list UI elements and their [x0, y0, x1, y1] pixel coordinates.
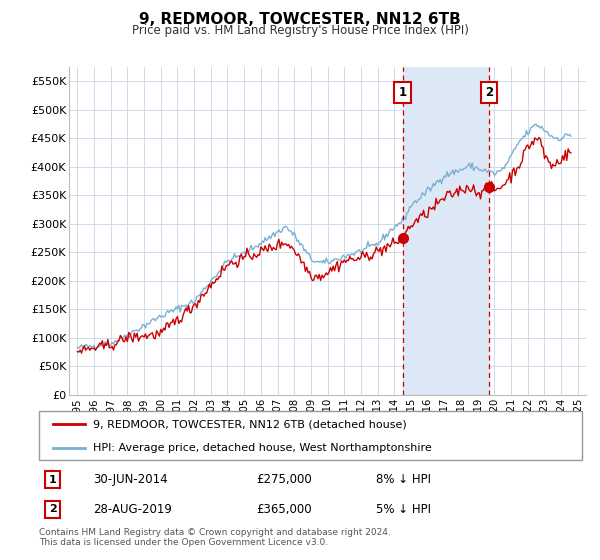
Text: 1: 1	[49, 475, 56, 485]
Text: 2: 2	[49, 505, 56, 514]
Text: Price paid vs. HM Land Registry's House Price Index (HPI): Price paid vs. HM Land Registry's House …	[131, 24, 469, 37]
Bar	[403, 67, 489, 395]
Text: £365,000: £365,000	[256, 503, 312, 516]
Text: 8% ↓ HPI: 8% ↓ HPI	[376, 473, 431, 486]
FancyBboxPatch shape	[39, 411, 582, 460]
Text: 9, REDMOOR, TOWCESTER, NN12 6TB: 9, REDMOOR, TOWCESTER, NN12 6TB	[139, 12, 461, 27]
Text: 5% ↓ HPI: 5% ↓ HPI	[376, 503, 431, 516]
Text: £275,000: £275,000	[256, 473, 312, 486]
Text: HPI: Average price, detached house, West Northamptonshire: HPI: Average price, detached house, West…	[94, 443, 432, 453]
Text: 30-JUN-2014: 30-JUN-2014	[94, 473, 168, 486]
Text: Contains HM Land Registry data © Crown copyright and database right 2024.
This d: Contains HM Land Registry data © Crown c…	[39, 528, 391, 548]
Text: 9, REDMOOR, TOWCESTER, NN12 6TB (detached house): 9, REDMOOR, TOWCESTER, NN12 6TB (detache…	[94, 419, 407, 430]
Text: 1: 1	[398, 86, 407, 99]
Text: 2: 2	[485, 86, 493, 99]
Text: 28-AUG-2019: 28-AUG-2019	[94, 503, 172, 516]
